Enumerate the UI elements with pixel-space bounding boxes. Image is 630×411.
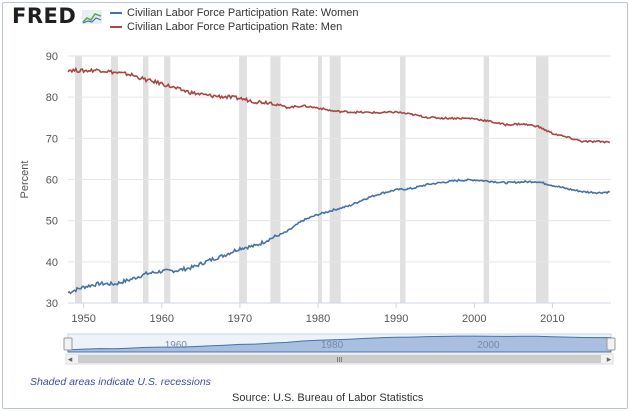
navigator-handle-right[interactable]	[606, 337, 616, 351]
scroll-left-arrow[interactable]: ◂	[68, 355, 73, 365]
x-tick-label: 1970	[228, 313, 252, 325]
x-tick-label: 1960	[150, 313, 174, 325]
y-tick-label: 70	[46, 133, 58, 145]
navigator-tick-label: 1960	[165, 340, 188, 351]
legend: Civilian Labor Force Participation Rate:…	[110, 6, 359, 34]
legend-label-men: Civilian Labor Force Participation Rate:…	[127, 21, 343, 33]
fred-logo: FRED	[12, 4, 77, 28]
y-tick-label: 80	[46, 92, 58, 104]
scrollbar-thumb[interactable]	[78, 355, 601, 363]
series-line-men	[67, 66, 611, 144]
navigator-handle-left[interactable]	[63, 337, 73, 351]
navigator-tick-label: 1980	[321, 340, 344, 351]
y-tick-label: 30	[46, 298, 58, 310]
x-tick-label: 1990	[384, 313, 408, 325]
x-tick-label: 1980	[306, 313, 330, 325]
navigator-area	[67, 335, 612, 353]
recession-note: Shaded areas indicate U.S. recessions	[30, 376, 211, 388]
y-tick-label: 40	[46, 257, 58, 269]
x-tick-label: 2010	[540, 313, 564, 325]
fred-graph-icon	[82, 10, 102, 24]
x-tick-label: 2000	[462, 313, 486, 325]
series-line-women	[67, 178, 611, 295]
legend-swatch-men	[110, 26, 122, 28]
scrollbar-grip: III	[337, 357, 343, 364]
x-tick-label: 1950	[71, 313, 95, 325]
navigator-tick-label: 2000	[477, 340, 500, 351]
y-tick-label: 90	[46, 51, 58, 63]
legend-label-women: Civilian Labor Force Participation Rate:…	[127, 7, 359, 19]
scroll-right-arrow[interactable]: ▸	[607, 355, 612, 365]
legend-item-women[interactable]: Civilian Labor Force Participation Rate:…	[110, 6, 359, 20]
legend-swatch-women	[110, 12, 122, 14]
source-note: Source: U.S. Bureau of Labor Statistics	[232, 392, 424, 404]
legend-item-men[interactable]: Civilian Labor Force Participation Rate:…	[110, 20, 359, 34]
y-tick-label: 50	[46, 216, 58, 228]
y-tick-label: 60	[46, 175, 58, 187]
y-axis-label: Percent	[19, 161, 31, 199]
